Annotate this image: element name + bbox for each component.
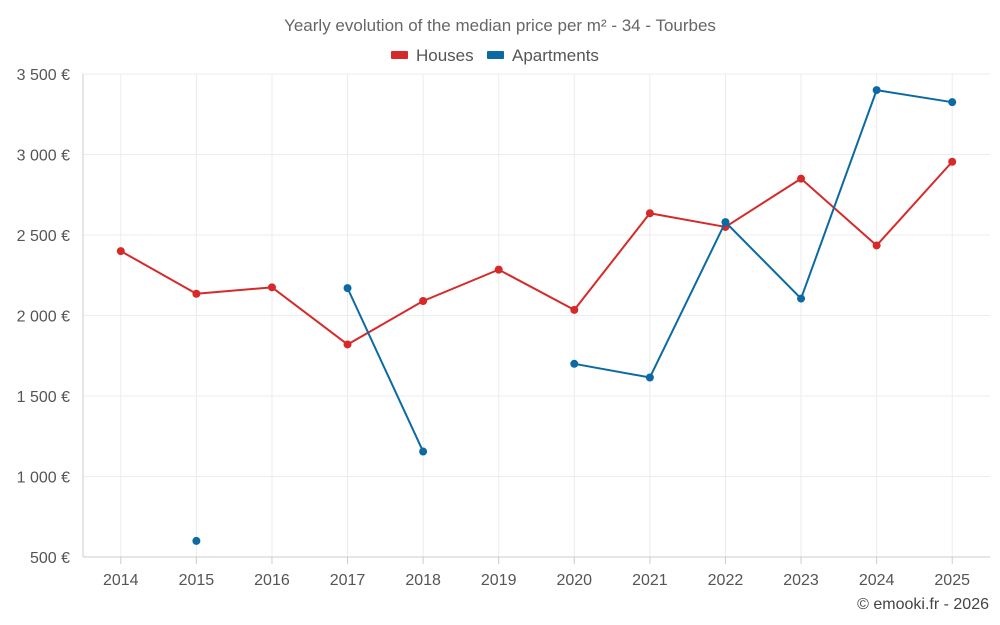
x-tick-label: 2021 [632, 572, 668, 589]
data-point-houses[interactable] [797, 174, 806, 183]
x-tick-label: 2019 [481, 572, 517, 589]
grid [83, 73, 990, 557]
x-tick-label: 2016 [254, 572, 290, 589]
data-point-houses[interactable] [192, 289, 201, 298]
data-point-apartments[interactable] [948, 98, 957, 107]
x-tick-label: 2014 [103, 572, 139, 589]
data-point-apartments[interactable] [343, 284, 352, 293]
credit-text: © emooki.fr - 2026 [857, 596, 989, 613]
series-line-apartments [574, 89, 953, 379]
data-point-houses[interactable] [872, 241, 881, 250]
x-tick-label: 2024 [859, 572, 895, 589]
data-point-houses[interactable] [948, 157, 957, 166]
x-tick-label: 2025 [934, 572, 970, 589]
series-apartments [192, 86, 957, 545]
data-point-apartments[interactable] [645, 373, 654, 382]
legend: Houses Apartments [391, 46, 599, 65]
x-tick-label: 2023 [783, 572, 819, 589]
data-point-houses[interactable] [343, 340, 352, 349]
axes: 500 € 1 000 € 1 500 € 2 000 € 2 500 € 3 000 €… [17, 67, 990, 589]
data-point-apartments[interactable] [570, 359, 579, 368]
series-line-apartments [346, 287, 425, 452]
y-tick-label: 3 000 € [17, 148, 70, 165]
x-tick-label: 2015 [179, 572, 215, 589]
data-point-apartments[interactable] [721, 218, 730, 227]
x-tick-label: 2017 [330, 572, 366, 589]
data-point-houses[interactable] [419, 297, 428, 306]
y-tick-label: 1 000 € [17, 470, 70, 487]
series-houses [116, 157, 957, 349]
data-point-houses[interactable] [116, 247, 125, 256]
data-point-houses[interactable] [570, 305, 579, 314]
x-tick-label: 2022 [708, 572, 744, 589]
data-point-houses[interactable] [267, 283, 276, 292]
y-tick-label: 2 000 € [17, 309, 70, 326]
data-point-apartments[interactable] [419, 447, 428, 456]
series [116, 86, 957, 545]
chart-title: Yearly evolution of the median price per… [284, 16, 716, 35]
y-tick-label: 1 500 € [17, 389, 70, 406]
y-tick-label: 500 € [30, 550, 70, 567]
data-point-apartments[interactable] [797, 294, 806, 303]
y-tick-label: 3 500 € [17, 67, 70, 84]
x-tick-label: 2020 [556, 572, 592, 589]
legend-label-houses[interactable]: Houses [416, 46, 474, 65]
legend-swatch-apartments [487, 51, 504, 59]
series-line-houses [120, 161, 953, 346]
y-tick-label: 2 500 € [17, 228, 70, 245]
data-point-houses[interactable] [494, 265, 503, 274]
data-point-apartments[interactable] [872, 86, 881, 95]
data-point-houses[interactable] [645, 209, 654, 218]
legend-swatch-houses [391, 51, 408, 59]
data-point-apartments[interactable] [192, 536, 201, 545]
x-tick-label: 2018 [405, 572, 441, 589]
legend-label-apartments[interactable]: Apartments [512, 46, 599, 65]
